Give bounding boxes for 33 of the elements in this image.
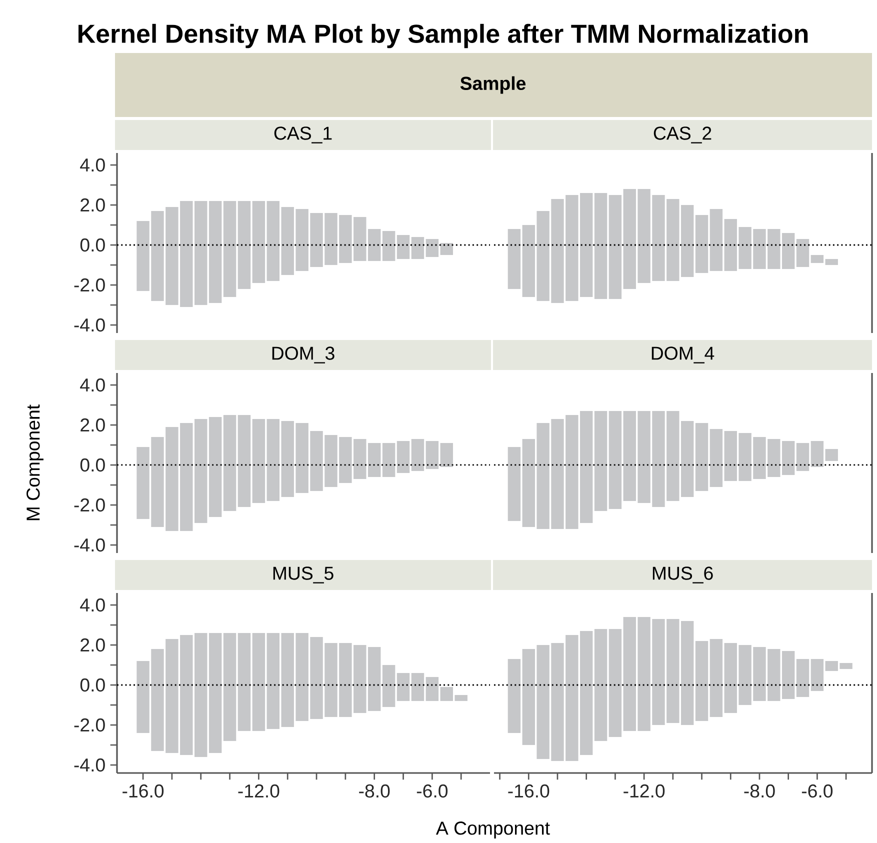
x-tick-label: -6.0 (802, 784, 833, 798)
y-tick-label: -4.0 (74, 538, 105, 552)
y-tick-label: 4.0 (80, 158, 105, 172)
chart-title: MUS_6 (652, 566, 713, 584)
x-tick-label: -6.0 (416, 784, 448, 798)
chart-title: MUS_5 (273, 566, 334, 584)
text: Kernel Density MA Plot by Sample after TMM Normalization (78, 24, 808, 48)
chart-title: DOM_3 (272, 346, 334, 364)
y-tick-label: 0.0 (80, 458, 105, 472)
chart-title: CAS_2 (654, 126, 712, 144)
y-tick-label: -4.0 (74, 318, 105, 332)
y-tick-label: -2.0 (74, 498, 105, 512)
y-axis-title: M Component (26, 404, 44, 520)
y-tick-label: -2.0 (74, 278, 105, 292)
y-tick-label: 4.0 (80, 598, 105, 612)
chart-title: CAS_1 (274, 126, 332, 144)
x-axis-title: A Component (436, 822, 550, 838)
y-tick-label: 2.0 (80, 638, 105, 652)
x-tick-label: -12.0 (238, 784, 280, 798)
y-tick-label: 0.0 (80, 238, 105, 252)
y-tick-label: -2.0 (74, 718, 105, 732)
x-tick-label: -8.0 (359, 784, 390, 798)
text: Sample (460, 76, 526, 94)
y-tick-label: 2.0 (80, 418, 105, 432)
chart-title: DOM_4 (652, 346, 714, 364)
y-tick-label: 2.0 (80, 198, 105, 212)
y-tick-label: -4.0 (74, 758, 105, 772)
x-tick-label: -16.0 (122, 784, 164, 798)
y-tick-label: 0.0 (80, 678, 105, 692)
x-tick-label: -16.0 (508, 784, 550, 798)
x-tick-label: -12.0 (624, 784, 665, 798)
y-tick-label: 4.0 (80, 378, 105, 392)
x-tick-label: -8.0 (744, 784, 775, 798)
